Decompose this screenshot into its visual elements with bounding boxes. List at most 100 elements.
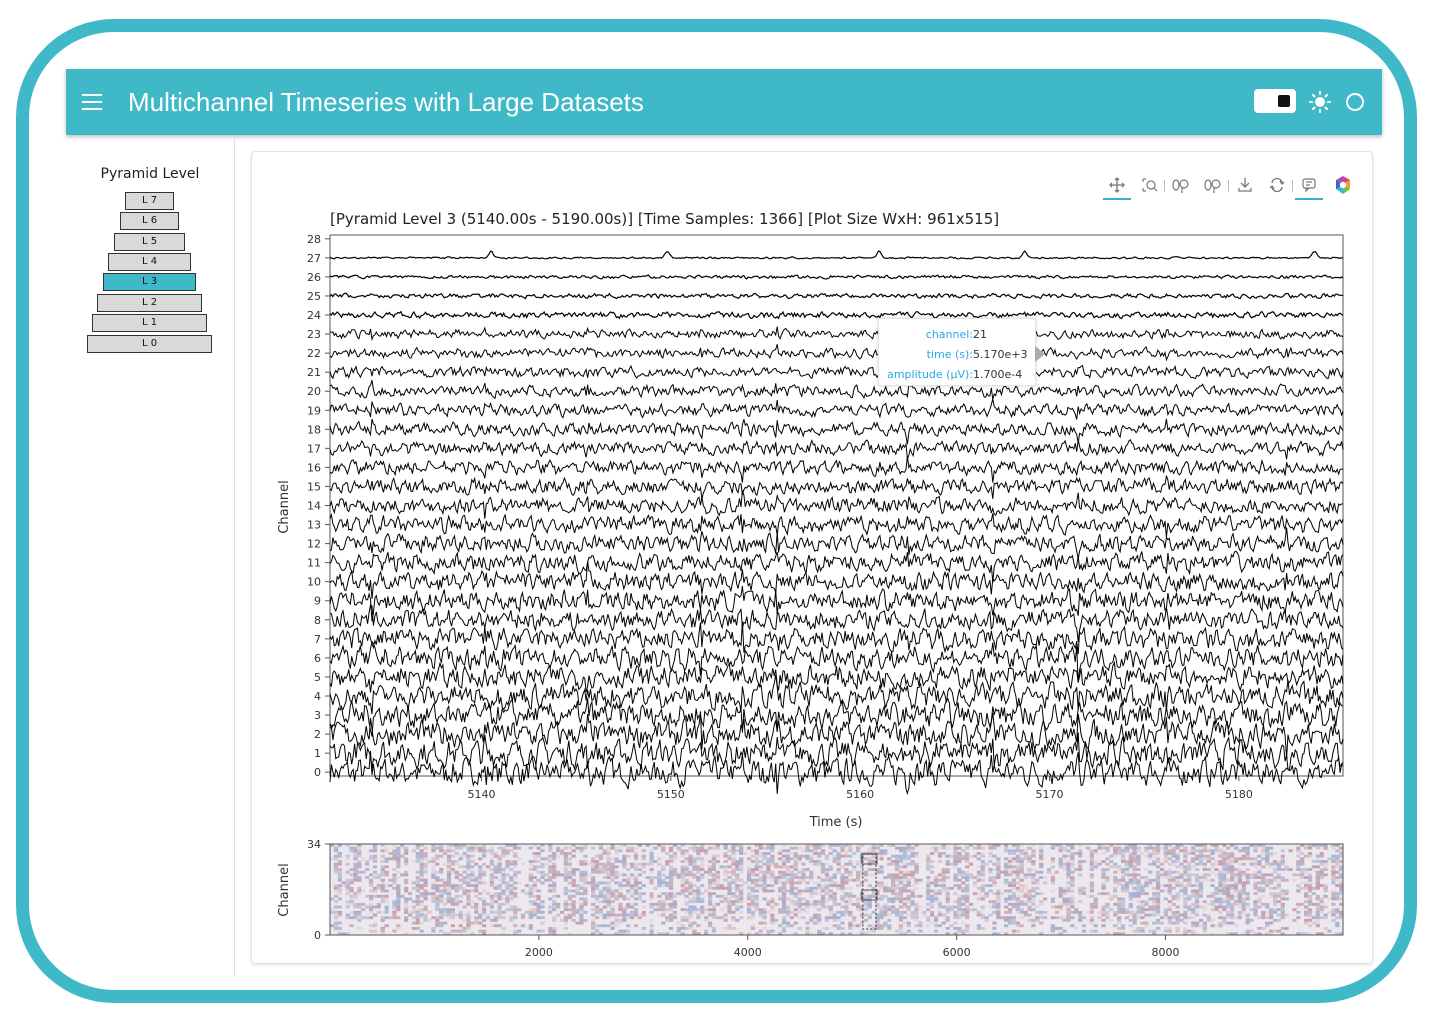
channel-trace-13[interactable] xyxy=(329,512,1344,538)
channel-trace-24[interactable] xyxy=(329,310,1344,320)
heatmap-cell xyxy=(840,932,845,936)
wheel-zoom-x-icon[interactable] xyxy=(1167,172,1195,198)
pyramid-level-5[interactable]: L 5 xyxy=(114,233,185,251)
channel-trace-9[interactable] xyxy=(329,585,1344,622)
heatmap-cell xyxy=(1058,862,1063,866)
heatmap-cell xyxy=(672,857,678,861)
heatmap-cell xyxy=(855,908,861,912)
pyramid-level-7[interactable]: L 7 xyxy=(125,192,174,210)
channel-trace-11[interactable] xyxy=(329,550,1344,583)
heatmap-cell xyxy=(1191,929,1196,933)
channel-trace-23[interactable] xyxy=(329,326,1344,342)
channel-trace-3[interactable] xyxy=(329,697,1344,737)
channel-trace-10[interactable] xyxy=(329,561,1344,599)
heatmap-cell xyxy=(980,852,985,855)
heatmap-cell xyxy=(1272,862,1278,866)
sun-icon[interactable] xyxy=(1309,91,1331,113)
channel-trace-15[interactable] xyxy=(329,475,1344,500)
heatmap-cell xyxy=(1128,878,1133,882)
heatmap-cell xyxy=(594,900,600,904)
channel-trace-8[interactable] xyxy=(330,604,1344,642)
wheel-zoom-y-icon[interactable] xyxy=(1199,172,1227,198)
heatmap-cell xyxy=(1046,870,1052,874)
channel-trace-6[interactable] xyxy=(329,640,1344,683)
channel-trace-4[interactable] xyxy=(329,675,1344,715)
reset-icon[interactable] xyxy=(1263,172,1291,198)
pyramid-level-1[interactable]: L 1 xyxy=(92,314,207,332)
channel-trace-25[interactable] xyxy=(329,292,1344,300)
heatmap-cell xyxy=(337,926,342,930)
menu-icon[interactable] xyxy=(82,94,102,110)
heatmap-cell xyxy=(1280,913,1285,917)
heatmap-cell xyxy=(1272,892,1278,896)
heatmap-cell xyxy=(1261,844,1266,847)
bokeh-logo-icon[interactable] xyxy=(1329,172,1357,198)
channel-trace-5[interactable] xyxy=(329,660,1344,693)
hover-icon[interactable] xyxy=(1295,172,1323,200)
channel-trace-20[interactable] xyxy=(329,380,1344,400)
minimap-selection-handle-top[interactable] xyxy=(861,853,878,865)
heatmap-cell xyxy=(980,865,985,869)
pyramid-level-0[interactable]: L 0 xyxy=(87,335,212,353)
channel-trace-16[interactable] xyxy=(329,456,1344,483)
heatmap-cell xyxy=(540,929,545,933)
channel-trace-12[interactable] xyxy=(329,527,1344,559)
heatmap-cell xyxy=(793,852,798,855)
channel-trace-19[interactable] xyxy=(329,398,1344,420)
channel-trace-17[interactable] xyxy=(329,438,1344,460)
heatmap-cell xyxy=(1043,876,1048,879)
plot-card xyxy=(251,151,1373,964)
heatmap-cell xyxy=(1202,876,1207,879)
save-icon[interactable] xyxy=(1231,172,1259,198)
heatmap-cell xyxy=(431,844,436,847)
heatmap-cell xyxy=(1222,865,1227,869)
heatmap-cell xyxy=(442,889,448,893)
theme-toggle[interactable] xyxy=(1254,89,1296,113)
heatmap-cell xyxy=(555,870,561,874)
heatmap-cell xyxy=(481,918,487,922)
heatmap-cell xyxy=(622,873,627,877)
heatmap-cell xyxy=(513,913,518,917)
heatmap-cell xyxy=(462,918,467,922)
pyramid-level-3[interactable]: L 3 xyxy=(103,273,196,291)
heatmap-cell xyxy=(1339,910,1344,914)
heatmap-cell xyxy=(349,868,354,871)
minimap-chart[interactable]: Channel 034 2000 4000 6000 8000 xyxy=(260,838,1360,960)
channel-trace-27[interactable] xyxy=(329,250,1344,260)
box-zoom-icon[interactable] xyxy=(1135,172,1163,198)
heatmap-cell xyxy=(1222,844,1227,847)
heatmap-cell xyxy=(368,916,374,920)
heatmap-cell xyxy=(575,868,580,871)
channel-trace-14[interactable] xyxy=(329,490,1344,519)
heatmap-cell xyxy=(953,873,958,877)
heatmap-cell xyxy=(1222,854,1227,858)
pyramid-level-6[interactable]: L 6 xyxy=(120,212,179,230)
y-tick-label: 21 xyxy=(307,366,321,379)
channel-trace-22[interactable] xyxy=(329,344,1344,363)
minimap-selection-handle-mid[interactable] xyxy=(861,889,878,901)
pyramid-level-4[interactable]: L 4 xyxy=(108,253,191,271)
heatmap-cell xyxy=(797,908,802,912)
channel-trace-18[interactable] xyxy=(329,418,1344,445)
pan-icon[interactable] xyxy=(1103,172,1131,200)
heatmap-cell xyxy=(1031,868,1036,871)
heatmap-cell xyxy=(478,846,483,850)
heatmap-cell xyxy=(349,916,354,920)
heatmap-cell xyxy=(466,892,471,896)
channel-trace-0[interactable] xyxy=(329,750,1344,796)
heatmap-cell xyxy=(817,844,822,847)
heatmap-cell xyxy=(563,852,568,855)
heatmap-cell xyxy=(1323,889,1328,893)
sidebar-divider xyxy=(234,138,235,976)
heatmap-cell xyxy=(419,865,424,869)
heatmap-cell xyxy=(848,924,853,928)
heatmap-cell xyxy=(513,881,518,885)
minimap-selection[interactable] xyxy=(861,853,878,930)
channel-trace-1[interactable] xyxy=(329,732,1344,772)
channel-trace-26[interactable] xyxy=(329,274,1344,280)
channel-trace-21[interactable] xyxy=(329,359,1344,380)
main-timeseries-chart[interactable]: Channel Time (s) 01234567891011121314151… xyxy=(260,225,1360,835)
channel-trace-7[interactable] xyxy=(329,621,1344,655)
pyramid-level-2[interactable]: L 2 xyxy=(97,294,202,312)
channel-trace-2[interactable] xyxy=(329,711,1344,759)
